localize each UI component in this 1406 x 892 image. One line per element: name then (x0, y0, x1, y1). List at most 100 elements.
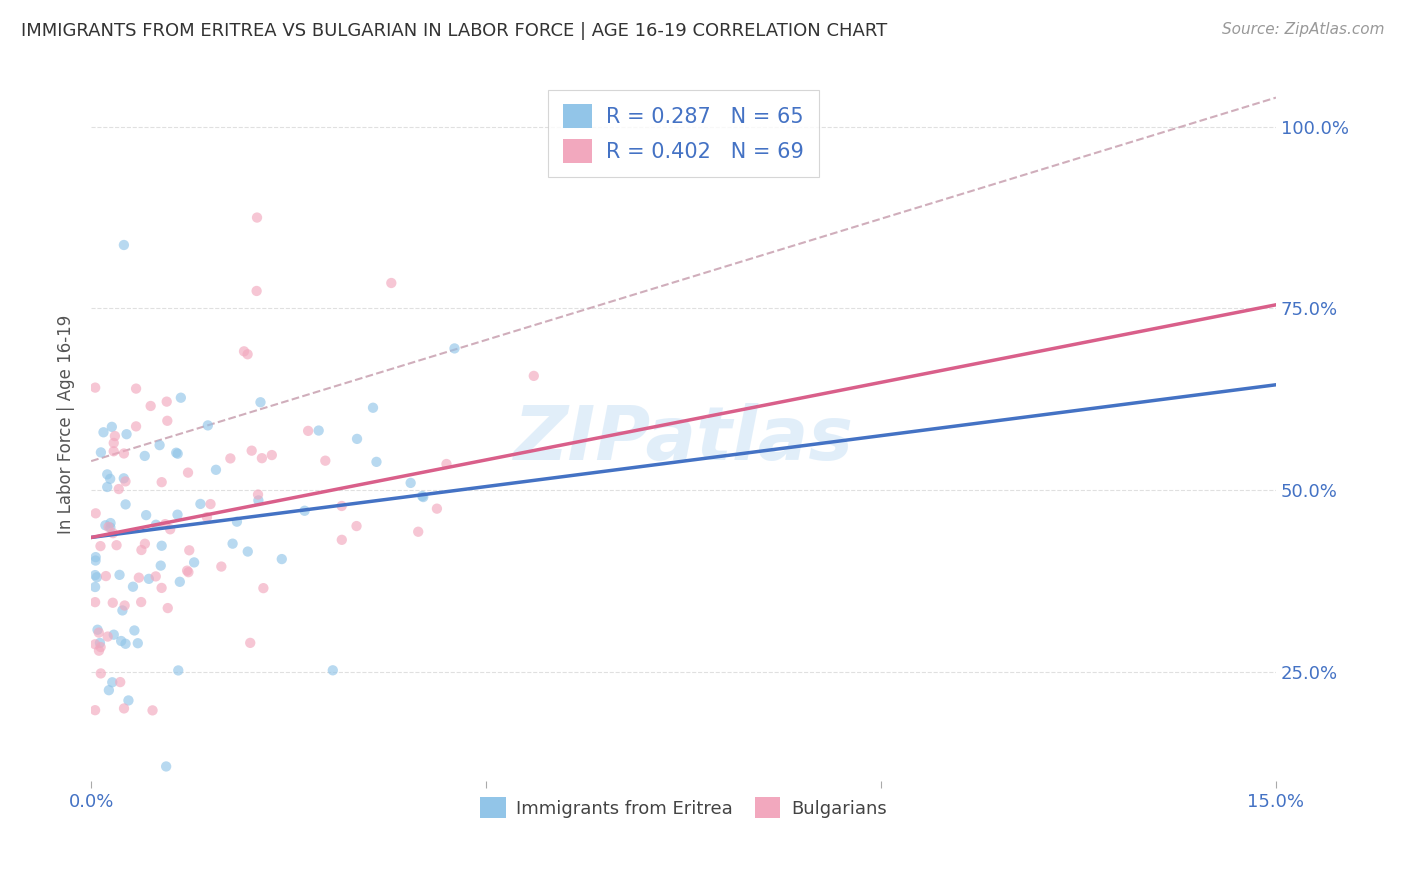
Point (411, 489, 433, 503)
Point (426, 501, 449, 516)
Point (297, 424, 319, 438)
Point (110, 675, 132, 690)
Point (139, 399, 162, 413)
Point (183, 555, 205, 569)
Point (138, 572, 160, 586)
Point (197, 418, 219, 433)
Point (249, 395, 271, 409)
Point (150, 475, 173, 490)
Point (112, 446, 135, 460)
Point (129, 595, 152, 609)
Point (406, 524, 429, 539)
Point (84, 381, 107, 395)
Point (112, 238, 135, 252)
Legend: Immigrants from Eritrea, Bulgarians: Immigrants from Eritrea, Bulgarians (474, 790, 894, 825)
Point (523, 368, 546, 383)
Point (177, 466, 200, 480)
Point (101, 596, 124, 610)
Point (105, 538, 128, 552)
Point (156, 601, 179, 615)
Point (125, 382, 148, 396)
Point (236, 544, 259, 558)
Point (149, 438, 172, 452)
Point (135, 508, 157, 522)
Point (165, 446, 187, 460)
Point (346, 519, 368, 533)
Point (179, 543, 201, 558)
Point (141, 703, 163, 717)
Point (153, 517, 176, 532)
Point (169, 574, 191, 589)
Point (96, 480, 118, 494)
Point (436, 457, 458, 471)
Point (117, 693, 139, 707)
Point (134, 537, 156, 551)
Point (346, 432, 368, 446)
Point (166, 447, 188, 461)
Point (84, 595, 107, 609)
Point (240, 443, 263, 458)
Point (156, 414, 179, 428)
Point (94, 518, 117, 533)
Point (97, 683, 120, 698)
Point (247, 493, 270, 508)
Point (112, 701, 135, 715)
Point (233, 344, 256, 359)
Point (131, 543, 153, 558)
Point (205, 463, 228, 477)
Point (86, 623, 108, 637)
Point (443, 342, 465, 356)
Point (111, 603, 134, 617)
Point (219, 451, 242, 466)
Point (250, 451, 273, 466)
Point (246, 284, 269, 298)
Point (145, 569, 167, 583)
Point (166, 508, 188, 522)
Point (167, 664, 190, 678)
Point (308, 424, 330, 438)
Point (90, 666, 112, 681)
Text: ZIPatlas: ZIPatlas (513, 402, 853, 475)
Point (125, 419, 148, 434)
Point (177, 565, 200, 579)
Point (103, 628, 125, 642)
Point (150, 539, 173, 553)
Point (236, 347, 259, 361)
Point (90, 445, 112, 459)
Point (94, 569, 117, 583)
Point (84, 703, 107, 717)
Point (84, 568, 107, 582)
Point (84, 550, 107, 565)
Point (145, 517, 167, 532)
Point (98, 520, 121, 534)
Point (110, 634, 132, 648)
Point (98, 472, 121, 486)
Point (122, 580, 145, 594)
Point (108, 567, 131, 582)
Text: Source: ZipAtlas.com: Source: ZipAtlas.com (1222, 22, 1385, 37)
Y-axis label: In Labor Force | Age 16-19: In Labor Force | Age 16-19 (58, 315, 75, 534)
Point (156, 394, 179, 409)
Point (90, 640, 112, 654)
Point (127, 636, 149, 650)
Point (252, 581, 274, 595)
Point (115, 427, 138, 442)
Point (226, 515, 249, 529)
Point (101, 675, 124, 690)
Point (87, 625, 110, 640)
Point (89, 539, 111, 553)
Point (86, 570, 108, 584)
Point (84, 506, 107, 520)
Point (209, 559, 232, 574)
Point (412, 490, 434, 504)
Point (93, 425, 115, 440)
Point (89, 636, 111, 650)
Point (101, 526, 124, 541)
Point (200, 497, 222, 511)
Point (114, 599, 136, 613)
Point (87, 643, 110, 657)
Point (247, 487, 270, 501)
Point (330, 533, 353, 547)
Point (195, 510, 218, 524)
Point (97, 520, 120, 534)
